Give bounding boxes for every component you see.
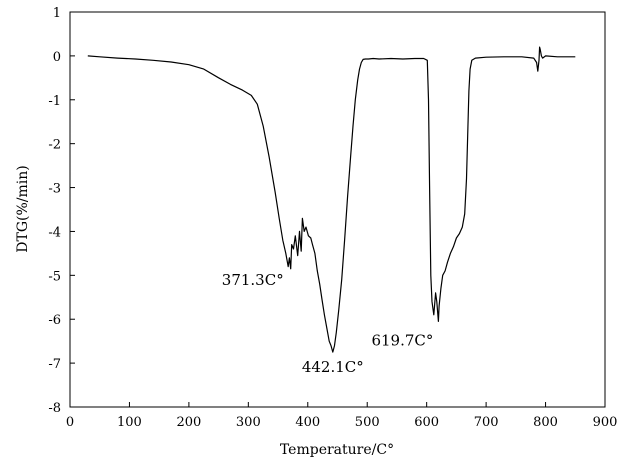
- annotation-layer: 371.3C° 442.1C° 619.7C°: [222, 271, 434, 376]
- y-tick-label: -4: [48, 225, 61, 240]
- x-tick-label: 200: [176, 415, 201, 430]
- plot-frame: [69, 11, 606, 408]
- y-axis-ticks: 1 0 -1 -2 -3 -4 -5 -6 -7 -8: [48, 6, 75, 416]
- x-tick-label: 600: [414, 415, 439, 430]
- x-tick-label: 700: [474, 415, 499, 430]
- y-tick-label: -7: [48, 357, 61, 372]
- x-tick-label: 500: [355, 415, 380, 430]
- x-tick-label: 900: [593, 415, 618, 430]
- y-tick-label: -2: [48, 138, 61, 153]
- x-tick-label: 400: [295, 415, 320, 430]
- x-tick-label: 800: [533, 415, 558, 430]
- series-layer: [87, 46, 576, 353]
- x-tick-label: 100: [117, 415, 142, 430]
- y-axis-title: DTG(%/min): [15, 165, 31, 252]
- y-tick-label: -6: [48, 313, 61, 328]
- x-tick-label: 0: [66, 415, 74, 430]
- x-axis-title: Temperature/C°: [280, 442, 394, 458]
- y-tick-label: 1: [53, 6, 61, 21]
- x-axis-ticks: 0 100 200 300 400 500 600 700 800 900: [66, 402, 618, 430]
- y-tick-label: 0: [53, 50, 61, 65]
- y-tick-label: -8: [48, 401, 61, 416]
- x-tick-label: 300: [236, 415, 261, 430]
- y-tick-label: -1: [48, 94, 61, 109]
- peak-annotation: 619.7C°: [371, 331, 433, 349]
- dtg-series-line: [87, 46, 576, 353]
- peak-annotation: 371.3C°: [222, 271, 284, 289]
- y-tick-label: -3: [48, 182, 61, 197]
- y-tick-label: -5: [48, 269, 61, 284]
- peak-annotation: 442.1C°: [302, 358, 364, 376]
